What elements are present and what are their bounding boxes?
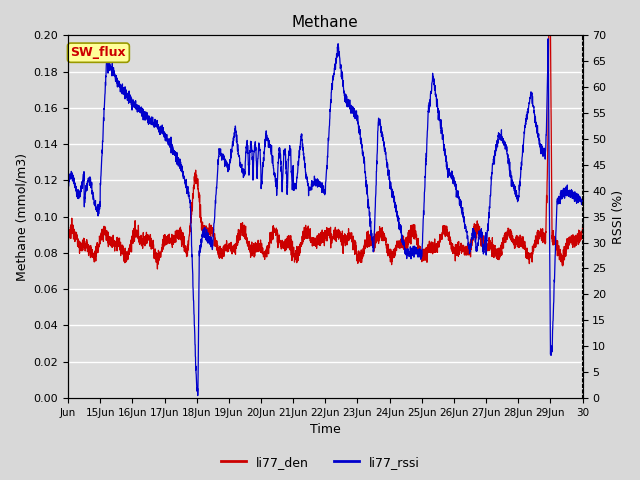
Legend: li77_den, li77_rssi: li77_den, li77_rssi	[216, 451, 424, 474]
Y-axis label: RSSI (%): RSSI (%)	[612, 190, 625, 244]
Title: Methane: Methane	[292, 15, 358, 30]
Text: SW_flux: SW_flux	[70, 46, 126, 59]
X-axis label: Time: Time	[310, 423, 340, 436]
Y-axis label: Methane (mmol/m3): Methane (mmol/m3)	[15, 153, 28, 281]
